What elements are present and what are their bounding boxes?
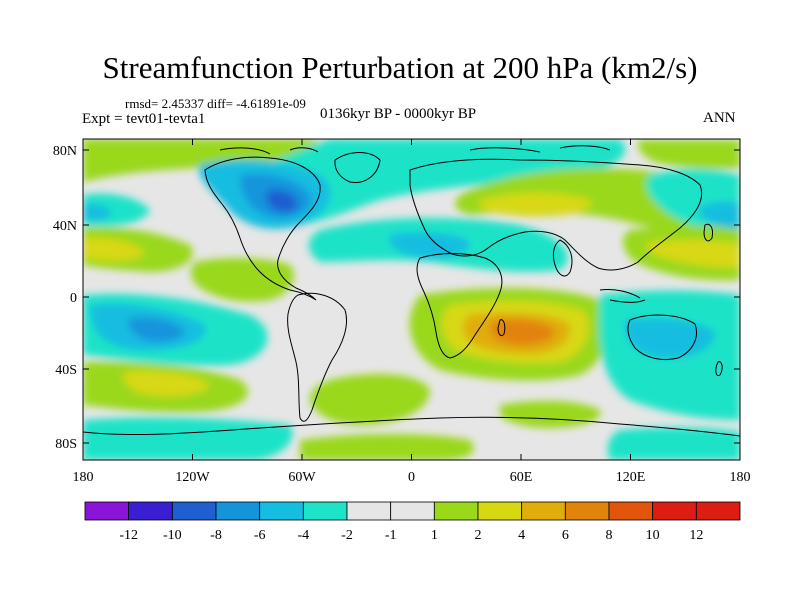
- colorbar-swatch: [84, 501, 130, 521]
- lon-tick-label: 120W: [175, 470, 210, 485]
- plot-title: Streamfunction Perturbation at 200 hPa (…: [102, 50, 698, 85]
- colorbar-swatch: [695, 501, 741, 521]
- colorbar-label: -12: [119, 528, 138, 543]
- colorbar-label: 12: [689, 528, 703, 543]
- south-indian-positive-core: [490, 319, 555, 346]
- colorbar-swatch: [171, 501, 217, 521]
- northeast-pacific-core: [646, 239, 740, 268]
- south-pacific-positive-core: [123, 370, 210, 397]
- colorbar-swatch: [433, 501, 479, 521]
- colorbar-swatch: [346, 501, 392, 521]
- north-atlantic-low-core: [266, 189, 298, 213]
- colorbar-swatch: [302, 501, 348, 521]
- lat-tick-label: 80S: [55, 437, 77, 452]
- colorbar-label: -6: [254, 528, 266, 543]
- lat-axis: 80N 40N 0 40S 80S: [53, 144, 740, 452]
- southeast-pacific-core: [624, 318, 715, 359]
- lat-tick-label: 80N: [53, 144, 77, 159]
- colorbar-swatch: [477, 501, 523, 521]
- lon-tick-label: 120E: [616, 470, 646, 485]
- colorbar-swatch: [521, 501, 566, 521]
- colorbar-swatch: [608, 501, 654, 521]
- lon-tick-label: 0: [408, 470, 415, 485]
- colorbar-label: 1: [431, 528, 438, 543]
- season-label: ANN: [703, 110, 736, 126]
- lon-tick-label: 60E: [510, 470, 533, 485]
- colorbar-swatch: [564, 501, 610, 521]
- southern-ocean-positive-east: [310, 374, 430, 425]
- experiment-label: Expt = tevt01-tevta1: [82, 111, 206, 127]
- subtropical-pacific-core: [83, 237, 145, 262]
- colorbar-swatch: [390, 501, 435, 521]
- eurasia-positive-core: [479, 192, 592, 217]
- lon-tick-label: 180: [730, 470, 751, 485]
- lon-tick-label: 180: [73, 470, 94, 485]
- south-pacific-low: [128, 317, 185, 342]
- americas-positive: [190, 258, 294, 302]
- lon-axis: 180 120W 60W 0 60E 120E 180: [73, 139, 751, 485]
- colorbar-label: 10: [646, 528, 660, 543]
- colorbar-label: -8: [210, 528, 222, 543]
- antarctic-positive: [300, 434, 474, 460]
- colorbar-swatch: [259, 501, 304, 521]
- colorbar-label: 4: [518, 528, 525, 543]
- colorbar-swatch: [128, 501, 173, 521]
- lat-tick-label: 40S: [55, 363, 77, 378]
- southern-ocean-positive-west: [500, 400, 601, 428]
- colorbar-swatch: [215, 501, 261, 521]
- pacific-low-west: [83, 203, 112, 221]
- contour-field: [83, 139, 740, 460]
- colorbar-label: -10: [163, 528, 182, 543]
- coastlines: [83, 145, 740, 437]
- antarctic-negative-east: [607, 427, 740, 460]
- north-negative-band: [230, 139, 626, 226]
- period-label: 0136kyr BP - 0000kyr BP: [320, 106, 477, 122]
- lat-tick-label: 40N: [53, 219, 77, 234]
- colorbar-label: 2: [475, 528, 482, 543]
- colorbar-label: 8: [606, 528, 613, 543]
- colorbar: -12 -10 -8 -6 -4 -2 -1 1 2 4 6 8 10 12: [84, 501, 741, 543]
- colorbar-label: -1: [385, 528, 397, 543]
- stats-text: rmsd= 2.45337 diff= -4.61891e-09: [125, 96, 306, 111]
- antarctic-negative: [83, 417, 293, 460]
- sub-arctic-pacific-east: [638, 140, 740, 169]
- colorbar-label: -2: [341, 528, 353, 543]
- central-negative-core: [389, 232, 470, 259]
- pacific-low-east: [699, 201, 740, 229]
- lat-tick-label: 0: [70, 291, 77, 306]
- lon-tick-label: 60W: [288, 470, 316, 485]
- colorbar-label: 6: [562, 528, 569, 543]
- colorbar-swatch: [652, 501, 697, 521]
- colorbar-label: -4: [297, 528, 309, 543]
